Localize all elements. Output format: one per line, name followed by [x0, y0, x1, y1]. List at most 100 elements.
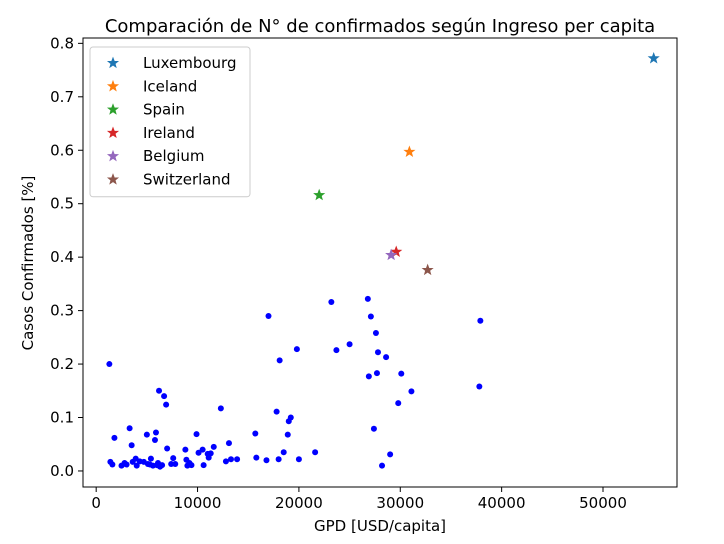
- x-axis-label: GPD [USD/capita]: [314, 517, 446, 535]
- legend-label-spain: Spain: [143, 101, 185, 119]
- data-point: [367, 313, 374, 320]
- data-point: [164, 445, 171, 452]
- data-point: [370, 425, 377, 432]
- x-tick-label: 10000: [174, 494, 222, 512]
- data-points: [106, 295, 484, 470]
- data-point: [195, 449, 202, 456]
- y-tick-label: 0.4: [50, 248, 74, 266]
- data-point: [293, 346, 300, 353]
- legend-marker-switzerland: [106, 173, 120, 185]
- data-point: [379, 462, 386, 469]
- legend-box: [89, 46, 251, 198]
- legend-marker-spain: [106, 103, 120, 115]
- data-point: [328, 299, 335, 306]
- data-point: [276, 357, 283, 364]
- y-tick-label: 0.0: [50, 462, 74, 480]
- data-point: [143, 431, 150, 438]
- data-point: [152, 429, 159, 436]
- plot-border: [82, 37, 678, 488]
- legend-marker-iceland: [106, 79, 120, 92]
- data-point: [111, 434, 118, 441]
- data-point: [263, 457, 270, 464]
- legend-label-luxembourg: Luxembourg: [143, 54, 237, 72]
- data-point: [295, 456, 302, 463]
- data-point: [408, 388, 415, 395]
- data-point: [372, 330, 379, 337]
- data-point: [163, 401, 170, 408]
- star-marker-ireland: [390, 245, 403, 257]
- data-point: [106, 361, 113, 368]
- x-tick-label: 0: [91, 494, 101, 512]
- data-point: [252, 430, 259, 437]
- data-point: [222, 458, 229, 465]
- data-point: [133, 462, 140, 469]
- data-point: [151, 436, 158, 443]
- data-point: [477, 317, 484, 324]
- legend-label-iceland: Iceland: [143, 77, 197, 95]
- legend-marker-ireland: [106, 126, 120, 139]
- legend-label-belgium: Belgium: [143, 147, 205, 165]
- data-point: [280, 449, 287, 456]
- legend-label-switzerland: Switzerland: [143, 171, 231, 189]
- data-point: [374, 349, 381, 356]
- star-marker-spain: [313, 188, 326, 201]
- x-tick-label: 50000: [579, 494, 627, 512]
- y-tick-label: 0.5: [50, 195, 74, 213]
- data-point: [109, 461, 116, 468]
- data-point: [364, 295, 371, 302]
- data-point: [333, 347, 340, 354]
- y-axis-label: Casos Confirmados [%]: [19, 176, 37, 351]
- y-tick-label: 0.8: [50, 34, 74, 52]
- data-point: [273, 408, 280, 415]
- legend-marker-luxembourg: [106, 56, 120, 69]
- y-tick-label: 0.2: [50, 355, 74, 373]
- data-point: [275, 456, 282, 463]
- data-point: [159, 462, 166, 469]
- data-point: [207, 450, 214, 457]
- data-point: [128, 442, 135, 449]
- data-point: [193, 431, 200, 438]
- data-point: [284, 431, 291, 438]
- data-point: [225, 440, 232, 447]
- data-point: [265, 312, 272, 319]
- legend: Luxembourg Iceland Spain Ireland Belgium Swit…: [89, 46, 251, 198]
- x-axis: 0 10000 20000 30000 40000 50000: [91, 487, 627, 512]
- chart-title: Comparación de N° de confirmados según I…: [105, 16, 655, 37]
- y-tick-label: 0.6: [50, 141, 74, 159]
- data-point: [383, 354, 390, 361]
- star-marker-switzerland: [421, 263, 434, 276]
- star-marker-iceland: [403, 145, 416, 157]
- star-marker-belgium: [385, 248, 398, 261]
- data-point: [182, 446, 189, 453]
- y-axis: 0.0 0.1 0.2 0.3 0.4 0.5 0.6 0.7 0.8: [50, 34, 83, 480]
- x-tick-label: 40000: [478, 494, 526, 512]
- data-point: [346, 341, 353, 348]
- data-point: [170, 455, 177, 462]
- y-tick-label: 0.1: [50, 409, 74, 427]
- highlighted-countries: [313, 51, 660, 276]
- data-point: [188, 462, 195, 469]
- x-tick-label: 20000: [275, 494, 323, 512]
- data-point: [217, 405, 224, 412]
- y-tick-label: 0.7: [50, 88, 74, 106]
- data-point: [147, 455, 154, 462]
- x-tick-label: 30000: [376, 494, 424, 512]
- data-point: [199, 446, 206, 453]
- data-point: [172, 461, 179, 468]
- data-point: [227, 456, 234, 463]
- data-point: [287, 414, 294, 421]
- data-point: [161, 393, 168, 400]
- data-point: [234, 456, 241, 463]
- data-point: [156, 387, 163, 394]
- y-tick-label: 0.3: [50, 302, 74, 320]
- data-point: [476, 383, 483, 390]
- data-point: [398, 370, 405, 377]
- data-point: [200, 462, 207, 469]
- data-point: [395, 400, 402, 407]
- data-point: [126, 425, 133, 432]
- data-point: [312, 449, 319, 456]
- data-point: [123, 461, 130, 468]
- data-point: [253, 454, 260, 461]
- legend-label-ireland: Ireland: [143, 124, 195, 142]
